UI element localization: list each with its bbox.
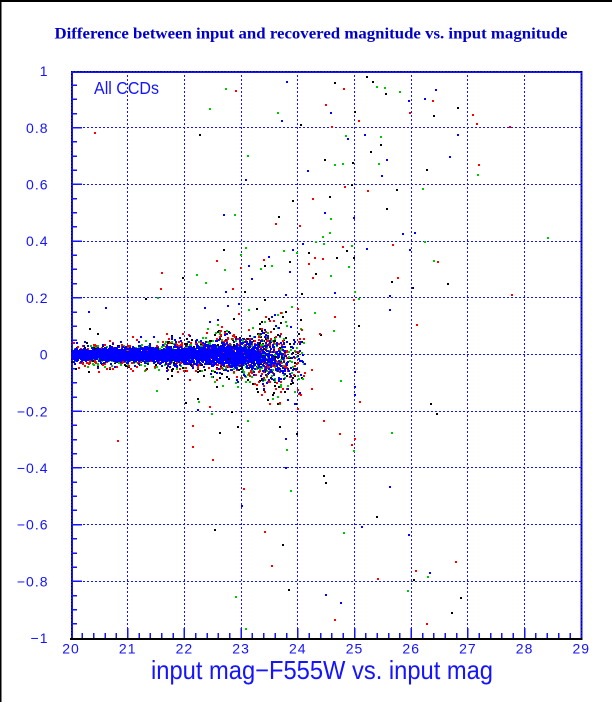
svg-text:23: 23 — [232, 640, 250, 656]
svg-text:21: 21 — [119, 640, 137, 656]
svg-text:−0.4: −0.4 — [17, 460, 49, 476]
svg-text:0.4: 0.4 — [26, 233, 48, 249]
svg-text:All CCDs: All CCDs — [94, 78, 159, 98]
svg-text:26: 26 — [402, 640, 420, 656]
svg-text:25: 25 — [346, 640, 364, 656]
svg-text:0: 0 — [40, 347, 49, 363]
svg-text:22: 22 — [176, 640, 194, 656]
svg-text:0.6: 0.6 — [26, 177, 48, 193]
svg-text:−0.6: −0.6 — [17, 517, 49, 533]
svg-text:Difference between input and r: Difference between input and recovered m… — [55, 26, 568, 43]
svg-text:20: 20 — [62, 640, 80, 656]
svg-text:input mag−F555W vs. input mag: input mag−F555W vs. input mag — [151, 655, 493, 685]
svg-text:0.2: 0.2 — [26, 290, 48, 306]
svg-text:29: 29 — [573, 640, 591, 656]
svg-text:28: 28 — [516, 640, 534, 656]
svg-text:−0.2: −0.2 — [17, 403, 49, 419]
svg-text:−0.8: −0.8 — [17, 573, 49, 589]
svg-text:1: 1 — [40, 63, 49, 79]
svg-text:27: 27 — [459, 640, 477, 656]
svg-text:−1: −1 — [31, 630, 49, 646]
svg-text:24: 24 — [289, 640, 307, 656]
svg-text:0.8: 0.8 — [26, 120, 48, 136]
